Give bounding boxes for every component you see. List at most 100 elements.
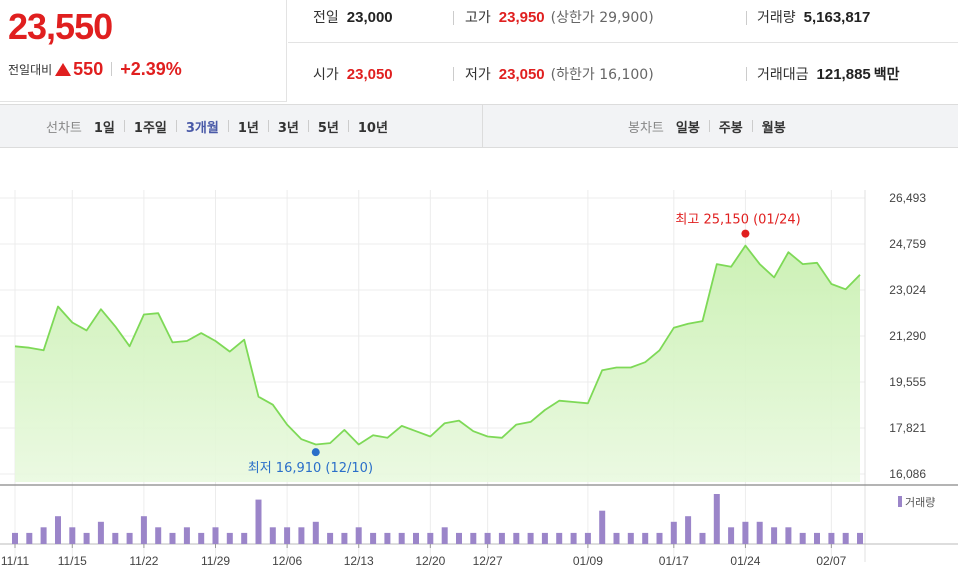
quote-stats: 전일 23,000 고가 23,950 (상한가 29,900) 거래량 5,1… [288,0,958,102]
volume-bar [771,527,778,544]
stat-open: 시가 23,050 [313,64,393,84]
y-tick-label: 23,024 [889,283,926,297]
volume-bar [269,527,276,544]
tab-divider [175,120,177,132]
volume-bar [642,532,649,544]
period-tab-10y[interactable]: 10년 [357,120,388,136]
stat-divider [746,67,747,81]
volume-bar [685,516,692,544]
high-value: 23,950 [498,9,545,26]
change-divider [111,62,113,76]
stats-divider [288,42,958,43]
high-label: 고가 [465,10,491,26]
volume-bar [541,532,548,544]
line-chart-label: 선차트 [46,120,82,136]
high-limit: (상한가 29,900) [550,10,654,26]
volume-bar [183,527,190,544]
volume-bar [728,527,735,544]
volume-bar [69,527,76,544]
stat-prev-close: 전일 23,000 [313,7,393,27]
period-tab-3y[interactable]: 3년 [277,120,299,136]
toolbar-divider [482,105,483,147]
annotations: 최고 25,150 (01/24) 최저 16,910 (12/10) [248,213,801,477]
volume-bar [97,521,104,544]
low-value: 23,050 [498,66,545,83]
price-line [14,244,861,446]
volume-legend: 거래량 [898,496,935,509]
x-tick-label: 12/13 [344,554,374,568]
stat-amount: 거래대금 121,885 백만 [757,64,900,84]
period-tab-3m[interactable]: 3개월 [185,120,219,136]
tab-divider [347,120,349,132]
y-tick-label: 19,555 [889,375,926,389]
volume-bar [785,527,792,544]
change-row: 전일대비 550 +2.39% [8,58,182,80]
tab-divider [751,120,753,132]
period-tab-1d[interactable]: 1일 [93,120,115,136]
up-triangle-icon [55,62,72,76]
open-label: 시가 [313,67,339,83]
period-tabs: 선차트 1일 1주일 3개월 1년 3년 5년 10년 [46,105,388,147]
volume-bar [584,532,591,544]
candle-chart-label: 봉차트 [628,120,664,136]
volume-bar [298,527,305,544]
amount-value: 121,885 [816,66,871,83]
candle-tab-daily[interactable]: 일봉 [675,120,700,136]
x-tick-label: 12/27 [473,554,503,568]
y-tick-label: 17,821 [889,421,926,435]
x-tick-label: 01/17 [659,554,689,568]
period-tab-1w[interactable]: 1주일 [133,120,167,136]
volume-bar [384,532,391,544]
volume-bar [26,532,33,544]
volume-bar [83,532,90,544]
volume-bar [212,527,219,544]
candle-tab-monthly[interactable]: 월봉 [761,120,786,136]
x-tick-label: 02/07 [816,554,846,568]
volume-label: 거래량 [757,10,796,26]
volume-bar [40,527,47,544]
volume-bar [241,532,248,544]
candle-tab-weekly[interactable]: 주봉 [718,120,743,136]
price-summary: 23,550 전일대비 550 +2.39% [0,0,287,102]
change-label: 전일대비 [8,62,53,77]
volume-bar [713,494,720,544]
volume-bar [656,532,663,544]
volume-bars [12,494,863,544]
volume-bar [169,532,176,544]
x-tick-label: 12/06 [272,554,302,568]
period-tab-5y[interactable]: 5년 [317,120,339,136]
volume-bar [756,521,763,544]
change-rate: +2.39% [120,58,182,79]
period-tab-1y[interactable]: 1년 [237,120,259,136]
volume-bar [226,532,233,544]
stat-low: 저가 23,050 (하한가 16,100) [465,64,654,84]
volume-bar [670,521,677,544]
volume-bar [284,527,291,544]
price-series-line [14,244,861,446]
tab-divider [708,120,710,132]
x-axis: 11/11 11/15 11/22 11/29 12/06 12/13 12/20 12/27… [1,544,847,568]
volume-bar [341,532,348,544]
volume-bar [456,532,462,544]
volume-bar [55,516,61,544]
chart-toolbar: 선차트 1일 1주일 3개월 1년 3년 5년 10년 봉차트 일봉 주봉 월봉 [0,104,958,148]
volume-bar [398,532,405,544]
volume-bar [599,510,606,544]
stat-volume: 거래량 5,163,817 [757,7,870,27]
y-tick-label: 26,493 [889,191,926,205]
volume-legend-swatch [898,496,902,507]
volume-bar [742,521,749,544]
y-axis: 26,493 24,759 23,024 21,290 19,555 17,821 16,0… [889,191,926,481]
volume-bar [12,532,18,544]
price-chart-svg: 최고 25,150 (01/24) 최저 16,910 (12/10) 26,49… [0,190,958,568]
high-marker [741,229,750,238]
change-amount: 550 [73,58,104,79]
x-tick-label: 11/22 [129,554,158,568]
tab-divider [267,120,269,132]
volume-legend-label: 거래량 [905,496,935,509]
volume-bar [857,532,863,544]
y-tick-label: 16,086 [889,467,926,481]
volume-bar [627,532,634,544]
price-area [15,245,860,482]
volume-bar [255,499,262,544]
